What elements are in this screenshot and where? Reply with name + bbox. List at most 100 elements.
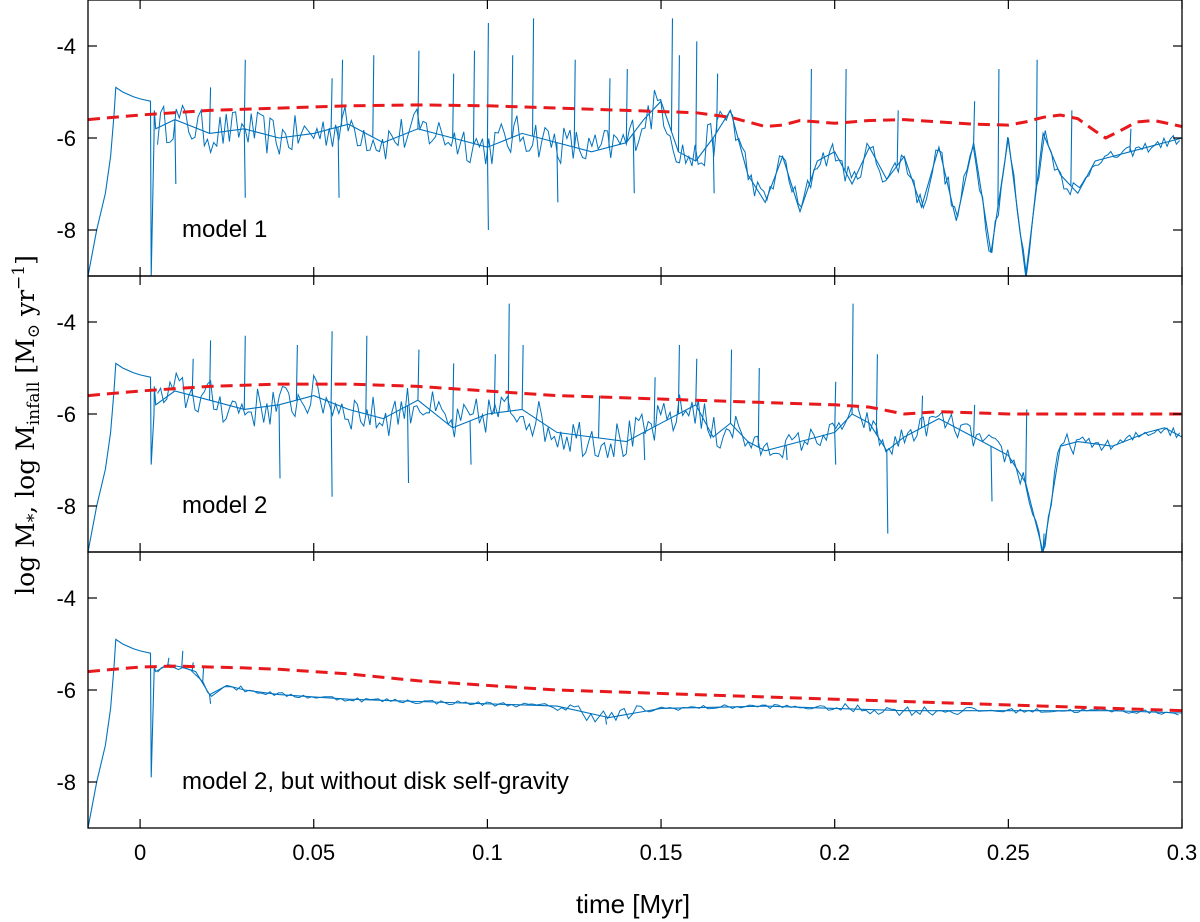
infall-line: [88, 382, 1182, 416]
infall-line: [88, 664, 1182, 713]
accretion-spike: [556, 142, 559, 203]
accretion-spike: [670, 18, 674, 132]
y-axis-title-mid: , log: [11, 451, 40, 514]
accretion-spike: [486, 22, 489, 148]
y-tick-label: -4: [56, 34, 76, 59]
accretion-series: [88, 638, 1182, 828]
y-tick-label: -4: [56, 310, 76, 335]
accretion-line: [88, 638, 1182, 828]
accretion-spike: [295, 344, 298, 401]
accretion-spike: [875, 354, 878, 435]
x-axis-title: time [Myr]: [576, 889, 690, 919]
x-tick-label: 0: [134, 840, 146, 865]
panels: -4 -6 -8 model 1 -4 -6 -8 model 2 -4 -6 -8 0 0.05 0.1…: [56, 0, 1197, 865]
y-axis-title: log M*, log Minfall [M⊙ yr−1]: [9, 255, 44, 595]
y-axis-title-unit-close: ]: [11, 255, 40, 265]
y-tick-label: -4: [56, 586, 76, 611]
panel-1: -4 -6 -8 model 1: [56, 0, 1183, 277]
accretion-spike: [1129, 128, 1132, 152]
accretion-spike: [337, 126, 340, 198]
x-tick-label: 0.15: [640, 840, 683, 865]
y-axis-title-star-sub: *: [24, 513, 44, 522]
accretion-spike: [330, 331, 333, 403]
accretion-spike: [643, 432, 646, 461]
accretion-variability: [157, 665, 1179, 723]
accretion-spike: [997, 68, 1000, 208]
accretion-series: [88, 18, 1182, 276]
accretion-spike: [243, 59, 246, 129]
accretion-spike: [973, 101, 976, 143]
accretion-spike: [452, 363, 455, 428]
accretion-spike: [757, 367, 760, 448]
y-axis-title-unit-exp: −1: [9, 265, 29, 290]
accretion-spike: [330, 78, 333, 129]
y-axis-title-mdot-infall: M: [11, 425, 40, 451]
x-tick-label: 0.25: [987, 840, 1030, 865]
accretion-spike: [417, 50, 420, 129]
accretion-spike: [809, 68, 812, 182]
accretion-spike: [573, 59, 576, 148]
panel-label: model 1: [182, 216, 267, 243]
accretion-spike: [472, 50, 476, 144]
accretion-spike: [511, 55, 514, 138]
accretion-spike: [973, 404, 976, 438]
accretion-spike: [695, 41, 698, 162]
y-tick-label: -8: [56, 494, 76, 519]
accretion-spike: [486, 147, 489, 231]
accretion-spike: [729, 349, 733, 424]
accretion-spike: [372, 55, 375, 138]
panel-2: -4 -6 -8 model 2: [56, 275, 1183, 553]
accretion-spike: [604, 716, 608, 725]
accretion-spike: [844, 68, 847, 172]
accretion-spike: [785, 445, 788, 461]
accretion-spike: [417, 349, 420, 401]
accretion-spike: [1042, 533, 1045, 552]
accretion-spike: [677, 55, 680, 152]
accretion-spike: [1070, 110, 1073, 186]
accretion-spike: [507, 303, 510, 412]
accretion-spike: [243, 128, 246, 198]
accretion-spike: [278, 404, 281, 479]
accretion-spike: [181, 650, 184, 668]
y-axis-title-unit-mid: yr: [11, 290, 40, 324]
accretion-variability: [157, 371, 1181, 552]
accretion-spike: [202, 666, 205, 684]
panel-label: model 2: [182, 492, 267, 519]
accretion-spike: [469, 420, 472, 465]
y-tick-label: -6: [56, 678, 76, 703]
accretion-spike: [597, 395, 601, 438]
accretion-spike: [174, 119, 177, 185]
panel-label: model 2, but without disk self-gravity: [182, 768, 569, 795]
accretion-spike: [209, 340, 212, 401]
accretion-spike: [677, 344, 680, 415]
accretion-spike: [712, 137, 715, 194]
accretion-spike: [851, 303, 854, 415]
y-axis-title-unit-open: [M: [11, 338, 40, 381]
accretion-spike: [653, 377, 656, 427]
accretion-spike: [608, 78, 611, 148]
accretion-spike: [209, 694, 212, 704]
x-tick-label: 0.2: [819, 840, 850, 865]
accretion-spike: [365, 335, 368, 415]
accretion-spike: [521, 344, 524, 410]
accretion-spike: [632, 133, 635, 194]
accretion-spike: [191, 358, 194, 396]
accretion-spike: [340, 59, 344, 127]
accretion-variability: [157, 89, 1180, 276]
accretion-spike: [167, 657, 170, 665]
y-tick-label: -8: [56, 218, 76, 243]
y-axis-title-prefix: log: [11, 548, 40, 595]
accretion-spike: [1035, 59, 1038, 191]
accretion-spike: [531, 18, 535, 137]
accretion-spike: [920, 395, 924, 428]
x-tick-label: 0.3: [1167, 840, 1198, 865]
accretion-spike: [834, 381, 837, 433]
accretion-spike: [695, 358, 698, 405]
accretion-spike: [406, 405, 410, 484]
y-tick-label: -6: [56, 126, 76, 151]
accretion-spike: [493, 354, 496, 414]
accretion-line: [88, 362, 1182, 552]
accretion-spike: [625, 68, 628, 143]
accretion-spike: [330, 402, 333, 497]
